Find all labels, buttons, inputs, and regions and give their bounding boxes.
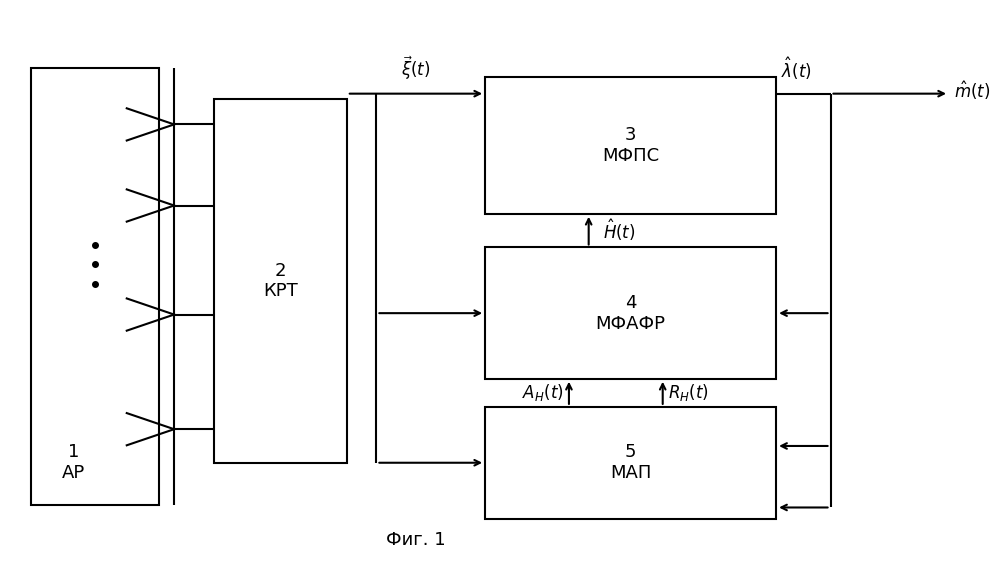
Text: 2
КРТ: 2 КРТ (263, 261, 298, 301)
Text: $\hat{m}(t)$: $\hat{m}(t)$ (954, 80, 990, 102)
Bar (486, 247, 776, 379)
Text: $\hat{H}(t)$: $\hat{H}(t)$ (603, 218, 636, 243)
Text: 5
МАП: 5 МАП (610, 443, 651, 482)
Bar (31, 69, 159, 505)
Text: 4
МФАФР: 4 МФАФР (595, 294, 665, 333)
Bar (486, 77, 776, 214)
Text: 3
МФПС: 3 МФПС (602, 126, 659, 165)
Bar (486, 407, 776, 519)
Text: $\hat{\lambda}(t)$: $\hat{\lambda}(t)$ (781, 56, 812, 83)
Text: Фиг. 1: Фиг. 1 (387, 532, 446, 550)
Text: $A_H(t)$: $A_H(t)$ (522, 382, 564, 404)
Text: $\vec{\xi}(t)$: $\vec{\xi}(t)$ (402, 55, 431, 83)
Text: 1
АР: 1 АР (62, 443, 85, 482)
Bar (214, 99, 347, 463)
Text: $R_H(t)$: $R_H(t)$ (667, 382, 708, 404)
